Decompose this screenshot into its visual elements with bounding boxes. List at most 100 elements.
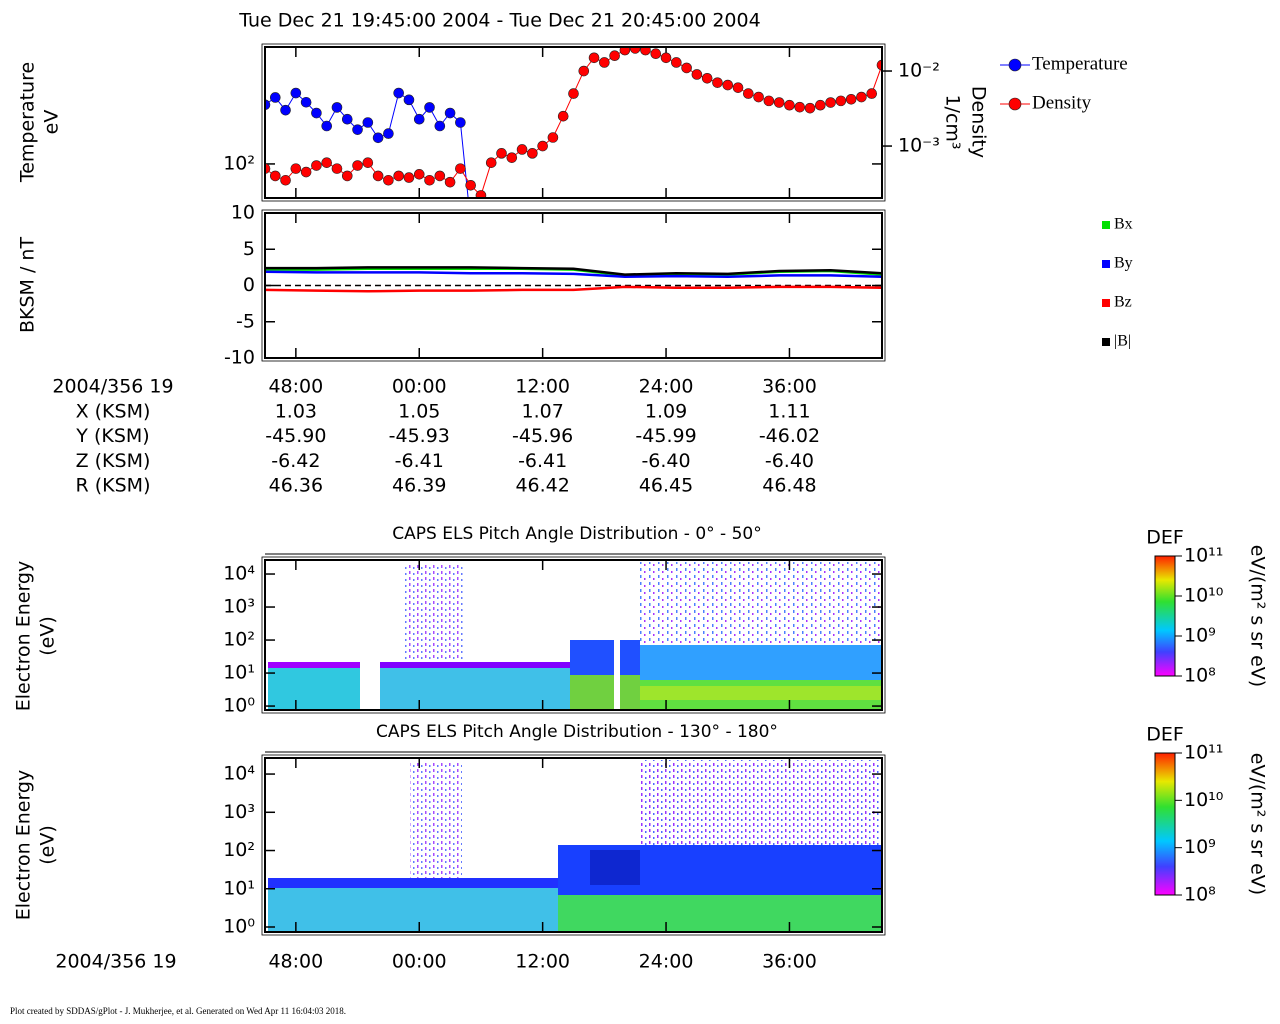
data-point [269, 170, 281, 182]
data-point [589, 326, 599, 336]
ephemeris-value: -46.02 [759, 425, 820, 447]
data-point [496, 148, 507, 159]
data-point [743, 88, 754, 99]
ephemeris-value: -6.40 [641, 450, 690, 472]
legend-label: |B| [1114, 333, 1131, 350]
data-point [701, 72, 713, 84]
series-line [265, 266, 882, 276]
data-point [661, 320, 671, 330]
data-point [826, 314, 836, 324]
data-point [548, 257, 558, 267]
data-point [516, 144, 528, 155]
data-point [702, 324, 712, 334]
data-point [424, 102, 435, 113]
data-point [814, 99, 826, 111]
footer: Plot created by SDDAS/gPlot - J. Mukherj… [10, 1006, 346, 1016]
y-tick-label: -5 [236, 310, 255, 332]
spectrogram-image [268, 760, 882, 932]
y-tick-label: 10³ [223, 596, 255, 618]
y2-tick-label: 10⁻³ [898, 135, 940, 157]
y-tick-label: 10³ [223, 801, 255, 823]
ephemeris-label: X (KSM) [76, 401, 151, 423]
colorbar-unit: eV/(m² s sr eV) [1247, 545, 1269, 687]
data-point [599, 57, 610, 68]
plot-frame-outer [261, 556, 886, 714]
data-point [712, 319, 722, 329]
data-point [475, 190, 487, 198]
data-point [712, 77, 723, 88]
data-point [856, 91, 867, 103]
data-point [393, 170, 404, 182]
panel-title: CAPS ELS Pitch Angle Distribution - 130°… [376, 722, 778, 742]
data-point [265, 163, 271, 174]
y-axis-label: (eV) [37, 825, 59, 865]
x-axis-header: 2004/356 19 [55, 951, 176, 973]
ephemeris-value: 46.39 [392, 475, 446, 497]
data-point [300, 96, 312, 108]
data-point [795, 308, 805, 318]
ephemeris-value: 46.42 [515, 475, 569, 497]
data-point [341, 170, 353, 182]
data-point [557, 110, 569, 122]
y-axis-label: eV [41, 110, 63, 135]
data-point [269, 92, 281, 103]
data-point [773, 97, 785, 108]
data-point [352, 160, 363, 171]
x-tick-label: 00:00 [392, 376, 447, 398]
data-point [424, 174, 435, 186]
data-point [804, 102, 816, 114]
data-point [599, 324, 609, 334]
y-tick-label: 5 [243, 238, 255, 260]
data-point [620, 325, 630, 335]
data-point [372, 170, 384, 182]
data-point [403, 172, 415, 183]
data-point [630, 320, 640, 330]
data-point [764, 314, 774, 324]
data-point [547, 132, 559, 143]
ephemeris-value: -45.99 [635, 425, 696, 447]
data-point [682, 320, 692, 330]
data-point [558, 218, 568, 228]
x-tick-label: 00:00 [392, 951, 447, 973]
plot-frame [264, 212, 883, 359]
data-point [681, 62, 692, 74]
data-point [733, 331, 743, 341]
ephemeris-value: -6.40 [765, 450, 814, 472]
ephemeris-label: Y (KSM) [75, 425, 149, 447]
data-point [722, 79, 734, 91]
data-point [794, 101, 806, 113]
y-tick-label: 10² [223, 152, 255, 174]
data-point [341, 113, 353, 125]
data-point [331, 163, 343, 174]
data-point [311, 160, 322, 171]
plot-frame [264, 46, 883, 199]
series-line [265, 285, 882, 293]
x-tick-label: 36:00 [762, 376, 817, 398]
colorbar-tick-label: 10¹¹ [1184, 742, 1223, 764]
data-point [352, 124, 363, 135]
spectrogram-image [268, 562, 882, 710]
data-point [619, 47, 631, 56]
series-line [265, 47, 882, 197]
colorbar-tick-label: 10¹¹ [1184, 545, 1223, 567]
legend-label: Bz [1114, 294, 1132, 311]
ephemeris-value: 1.03 [275, 401, 317, 423]
data-point [455, 163, 466, 174]
plot-frame-outer [261, 43, 886, 202]
x-tick-label: 12:00 [515, 376, 570, 398]
legend-label: Bx [1114, 216, 1133, 233]
data-point [434, 120, 446, 132]
data-point [640, 322, 650, 332]
data-point [300, 166, 312, 178]
data-point [753, 91, 764, 103]
data-point [835, 95, 847, 107]
colorbar-label: DEF [1146, 527, 1184, 549]
plot-area [265, 47, 882, 341]
y-axis-label: BKSM / nT [17, 237, 39, 333]
ephemeris-value: 46.36 [269, 475, 323, 497]
ephemeris-value: -45.96 [512, 425, 573, 447]
ephemeris-header: 2004/356 19 [52, 376, 173, 398]
y-tick-label: 10 [231, 202, 255, 224]
data-point [671, 318, 681, 328]
